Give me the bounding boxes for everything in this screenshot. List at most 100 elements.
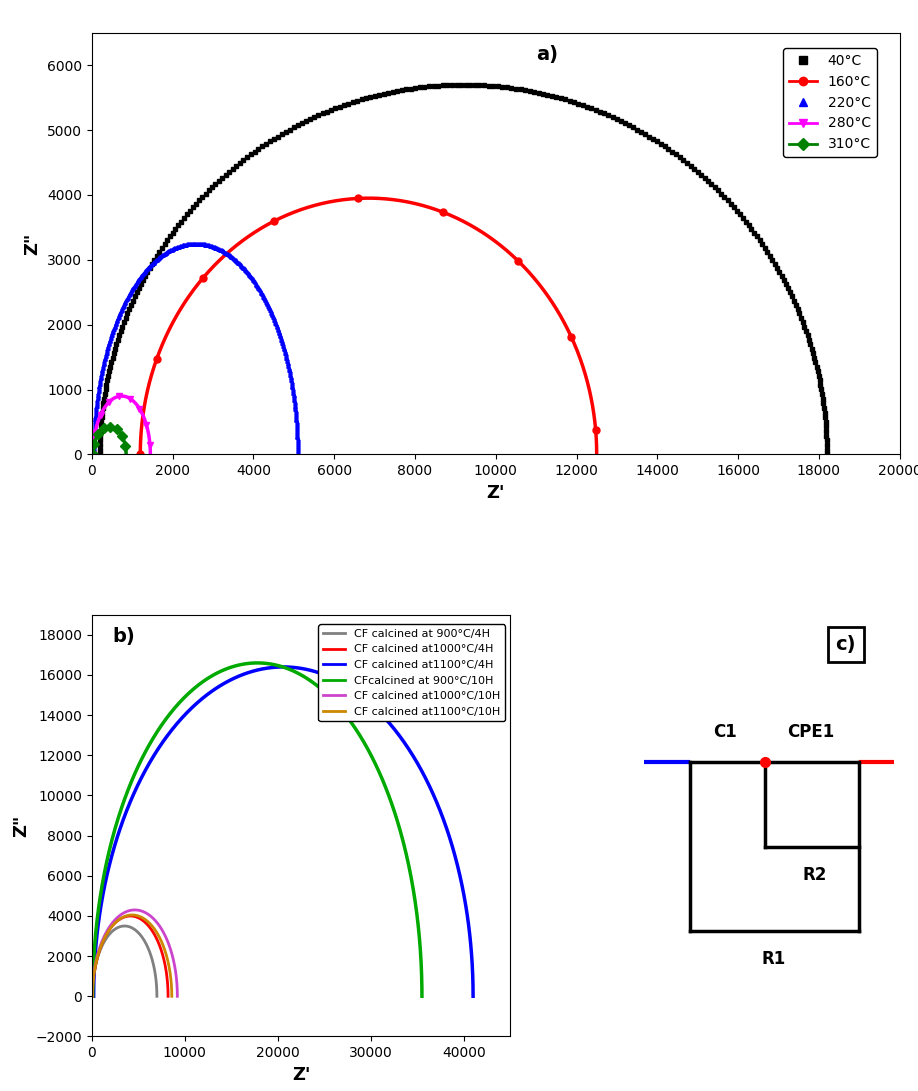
CFcalcined at 900°C/10H [274,659,285,672]
CF calcined at1100°C/10H [124,909,135,922]
160°C [175,302,186,315]
Line: 280°C: 280°C [90,393,154,458]
280°C [92,418,103,431]
160°C [589,416,600,429]
CF calcined at1100°C/10H [161,947,172,960]
CF calcined at1000°C/4H [123,910,134,923]
CF calcined at1100°C/10H [139,912,150,925]
CF calcined at1000°C/10H [135,904,146,918]
310°C [101,420,112,433]
CF calcined at1000°C/10H [172,990,183,1003]
CFcalcined at 900°C/10H [239,658,250,671]
Y-axis label: Z": Z" [23,232,41,255]
CF calcined at 900°C/4H [123,920,134,933]
310°C [88,441,99,454]
310°C [104,420,115,433]
310°C [108,421,119,434]
160°C [381,192,392,205]
CFcalcined at 900°C/10H [416,967,427,980]
310°C [110,422,121,435]
310°C [111,422,122,435]
CF calcined at1000°C/4H [157,947,168,960]
Line: 220°C: 220°C [92,242,299,456]
280°C [96,406,107,419]
310°C [114,424,125,437]
CF calcined at 900°C/4H [87,990,98,1003]
CF calcined at 900°C/4H [129,923,140,936]
Text: b): b) [113,627,136,646]
CFcalcined at 900°C/10H [87,990,98,1003]
220°C [190,237,201,250]
CFcalcined at 900°C/10H [252,657,263,670]
310°C [87,445,98,458]
X-axis label: Z': Z' [487,483,505,502]
310°C [89,435,100,448]
CF calcined at 900°C/4H [151,985,162,998]
Line: 40°C: 40°C [98,83,829,456]
310°C [112,423,123,436]
280°C [101,398,112,411]
X-axis label: Z': Z' [292,1066,310,1083]
CF calcined at1100°C/4H [439,815,450,828]
CF calcined at1100°C/10H [132,909,143,922]
CF calcined at1000°C/10H [126,903,137,916]
310°C [95,423,106,436]
CF calcined at1000°C/4H [125,910,136,923]
310°C [118,431,129,444]
CF calcined at 900°C/4H [118,920,129,933]
CFcalcined at 900°C/10H [301,672,312,685]
160°C [591,448,602,461]
280°C [145,448,156,461]
CF calcined at1000°C/10H [172,984,183,997]
Line: CF calcined at 900°C/4H: CF calcined at 900°C/4H [93,926,157,996]
CF calcined at 900°C/4H [147,952,158,966]
Text: c): c) [835,635,856,654]
Line: CF calcined at1000°C/4H: CF calcined at1000°C/4H [93,916,168,996]
CFcalcined at 900°C/10H [242,657,253,670]
310°C [105,420,116,433]
40°C [455,79,466,92]
CF calcined at1100°C/4H [88,990,99,1003]
Legend: 40°C, 160°C, 220°C, 280°C, 310°C: 40°C, 160°C, 220°C, 280°C, 310°C [783,48,877,157]
220°C [178,239,189,252]
310°C [116,428,127,441]
310°C [89,437,100,451]
310°C [91,431,102,444]
280°C [98,401,109,415]
40°C [551,91,562,104]
280°C [87,448,98,461]
40°C [347,96,358,109]
CF calcined at1000°C/4H [162,984,174,997]
160°C [438,206,449,219]
Text: a): a) [536,46,558,64]
310°C [119,439,130,452]
CF calcined at1000°C/4H [130,910,141,923]
280°C [102,397,113,410]
CF calcined at1000°C/4H [122,910,133,923]
160°C [359,192,370,205]
220°C [122,291,133,304]
220°C [292,421,303,434]
310°C [87,448,98,461]
CF calcined at1000°C/10H [87,990,98,1003]
310°C [88,439,99,452]
310°C [102,420,113,433]
310°C [88,443,99,456]
310°C [120,441,131,454]
220°C [292,448,303,461]
CF calcined at1000°C/4H [136,913,147,926]
CFcalcined at 900°C/10H [391,813,402,826]
CF calcined at1000°C/10H [127,903,138,916]
310°C [107,420,118,433]
CF calcined at1000°C/10H [142,908,153,921]
40°C [819,406,830,419]
220°C [88,448,99,461]
CF calcined at 900°C/4H [151,990,162,1003]
CFcalcined at 900°C/10H [417,990,428,1003]
310°C [93,428,104,441]
Line: CF calcined at1100°C/10H: CF calcined at1100°C/10H [93,915,172,996]
CF calcined at 900°C/4H [119,920,130,933]
CF calcined at 900°C/4H [117,920,128,933]
310°C [118,433,129,446]
160°C [586,392,597,405]
